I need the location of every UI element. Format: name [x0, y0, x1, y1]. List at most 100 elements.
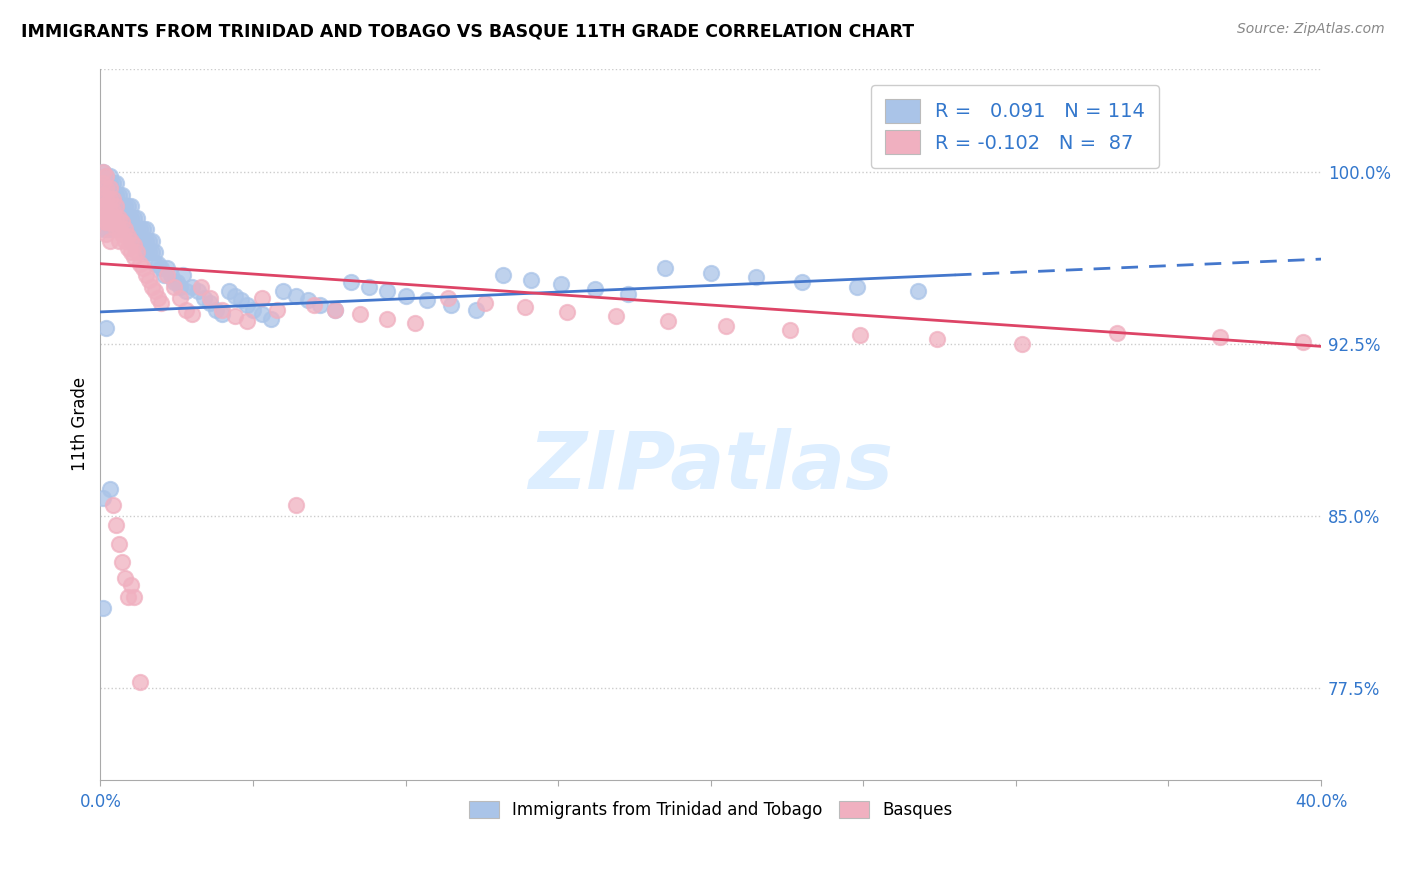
Point	[98, 181, 121, 195]
Point	[111, 555, 134, 569]
Point	[141, 245, 163, 260]
Point	[111, 215, 134, 229]
Point	[96, 169, 118, 184]
Point	[159, 268, 181, 282]
Point	[98, 177, 121, 191]
Point	[150, 295, 173, 310]
Point	[416, 293, 439, 308]
Point	[104, 199, 127, 213]
Point	[190, 279, 212, 293]
Point	[98, 234, 121, 248]
Point	[205, 302, 228, 317]
Point	[93, 165, 115, 179]
Point	[260, 311, 283, 326]
Point	[1011, 337, 1033, 351]
Point	[117, 222, 139, 236]
Point	[135, 222, 157, 236]
Point	[93, 165, 115, 179]
Point	[101, 203, 124, 218]
Point	[180, 279, 202, 293]
Point	[129, 257, 152, 271]
Point	[745, 270, 768, 285]
Point	[153, 268, 176, 282]
Point	[229, 293, 252, 308]
Point	[96, 227, 118, 241]
Point	[107, 234, 129, 248]
Point	[101, 222, 124, 236]
Point	[394, 289, 416, 303]
Point	[617, 286, 640, 301]
Point	[236, 298, 259, 312]
Point	[117, 199, 139, 213]
Point	[925, 333, 948, 347]
Point	[143, 257, 166, 271]
Point	[138, 273, 160, 287]
Point	[129, 234, 152, 248]
Point	[120, 234, 142, 248]
Point	[1105, 326, 1128, 340]
Point	[104, 211, 127, 225]
Point	[122, 211, 145, 225]
Point	[120, 245, 142, 260]
Point	[211, 307, 233, 321]
Point	[93, 177, 115, 191]
Point	[98, 203, 121, 218]
Point	[250, 291, 273, 305]
Point	[849, 327, 872, 342]
Point	[93, 491, 115, 505]
Point	[375, 285, 398, 299]
Point	[129, 674, 152, 689]
Point	[474, 295, 496, 310]
Point	[117, 211, 139, 225]
Point	[349, 307, 371, 321]
Point	[96, 215, 118, 229]
Point	[114, 222, 136, 236]
Point	[273, 285, 295, 299]
Point	[120, 211, 142, 225]
Point	[104, 177, 127, 191]
Point	[550, 277, 572, 292]
Point	[101, 193, 124, 207]
Point	[266, 302, 288, 317]
Point	[654, 261, 676, 276]
Point	[117, 590, 139, 604]
Point	[104, 211, 127, 225]
Point	[93, 199, 115, 213]
Point	[122, 590, 145, 604]
Point	[98, 187, 121, 202]
Point	[104, 222, 127, 236]
Point	[111, 222, 134, 236]
Point	[907, 285, 929, 299]
Point	[96, 169, 118, 184]
Point	[156, 268, 179, 282]
Point	[114, 222, 136, 236]
Point	[141, 279, 163, 293]
Point	[98, 215, 121, 229]
Point	[169, 291, 191, 305]
Point	[93, 187, 115, 202]
Point	[125, 234, 148, 248]
Point	[107, 537, 129, 551]
Point	[404, 317, 426, 331]
Point	[122, 238, 145, 252]
Point	[98, 222, 121, 236]
Point	[107, 199, 129, 213]
Point	[492, 268, 515, 282]
Point	[129, 222, 152, 236]
Point	[96, 215, 118, 229]
Point	[122, 250, 145, 264]
Point	[111, 187, 134, 202]
Point	[104, 199, 127, 213]
Point	[169, 279, 191, 293]
Point	[101, 211, 124, 225]
Point	[107, 187, 129, 202]
Point	[172, 268, 194, 282]
Point	[114, 199, 136, 213]
Point	[93, 199, 115, 213]
Point	[375, 311, 398, 326]
Point	[200, 295, 222, 310]
Point	[98, 199, 121, 213]
Point	[166, 275, 188, 289]
Point	[93, 211, 115, 225]
Point	[141, 234, 163, 248]
